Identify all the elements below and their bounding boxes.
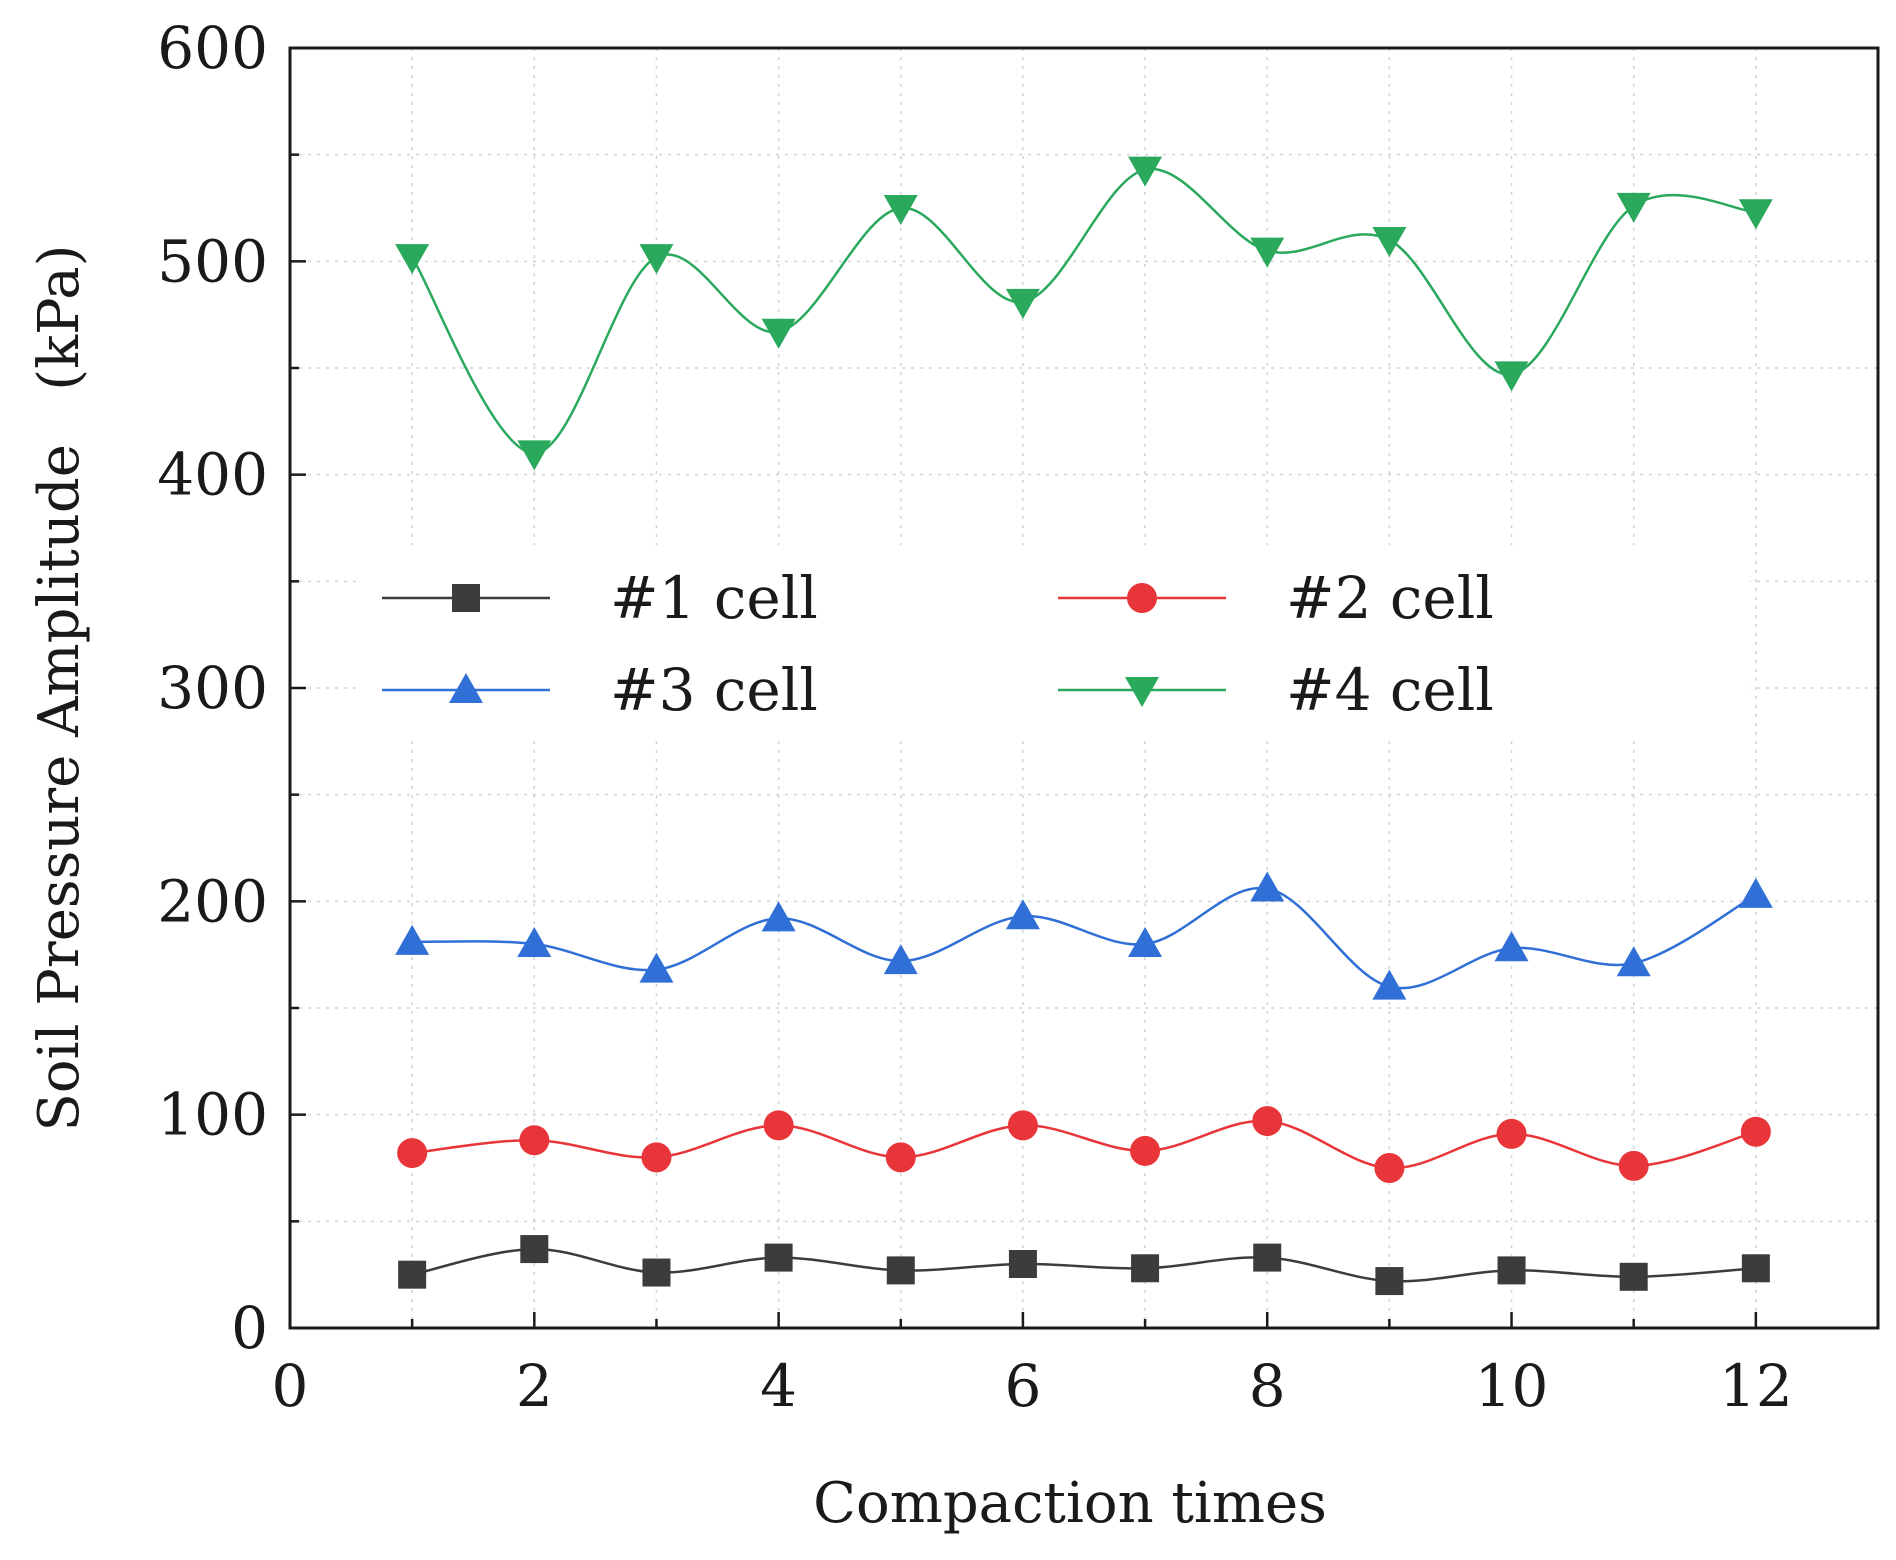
legend-label: #2 cell xyxy=(1286,564,1494,632)
data-point xyxy=(1005,288,1040,319)
y-axis-title: Soil Pressure Amplitude (kPa) xyxy=(27,245,92,1132)
data-point xyxy=(639,952,674,983)
data-point xyxy=(642,1258,671,1287)
data-point xyxy=(1616,192,1651,223)
series-2 xyxy=(397,1106,1771,1183)
data-point xyxy=(395,244,430,275)
data-point xyxy=(1740,1116,1771,1147)
data-point xyxy=(1372,969,1407,1000)
legend-label: #1 cell xyxy=(610,564,818,632)
legend-marker xyxy=(452,584,480,612)
y-tick-label: 100 xyxy=(157,1081,268,1149)
data-point xyxy=(1252,1106,1283,1137)
data-point xyxy=(1250,237,1285,268)
x-tick-label: 8 xyxy=(1249,1352,1286,1420)
x-tick-label: 0 xyxy=(272,1352,309,1420)
y-tick-label: 200 xyxy=(157,867,268,935)
data-point xyxy=(520,1235,549,1264)
data-point xyxy=(1375,1267,1404,1296)
legend-item-3: #3 cell xyxy=(382,656,818,724)
data-point xyxy=(1738,199,1773,230)
data-point xyxy=(1741,1254,1770,1283)
data-point xyxy=(517,440,552,471)
legend-label: #4 cell xyxy=(1286,656,1494,724)
data-point xyxy=(397,1138,428,1169)
data-point xyxy=(395,924,430,955)
legend-marker xyxy=(1125,677,1159,707)
data-point xyxy=(883,944,918,975)
legend-item-1: #1 cell xyxy=(382,564,818,632)
data-point xyxy=(641,1142,672,1173)
data-point xyxy=(761,318,796,349)
x-tick-label: 6 xyxy=(1004,1352,1041,1420)
data-point xyxy=(1496,1118,1527,1149)
y-tick-label: 600 xyxy=(157,14,268,82)
data-point xyxy=(1005,899,1040,930)
data-point xyxy=(1131,1254,1160,1283)
data-point xyxy=(761,901,796,932)
data-point xyxy=(1007,1110,1038,1141)
legend-marker xyxy=(1127,583,1157,613)
data-point xyxy=(639,244,674,275)
y-tick-labels: 0 100 200 300 400 500 600 xyxy=(157,14,268,1362)
legend: #1 cell #2 cell #3 cell #4 cell xyxy=(360,545,1750,735)
data-point xyxy=(885,1142,916,1173)
y-tick-label: 0 xyxy=(231,1294,268,1362)
data-point xyxy=(1494,361,1529,392)
legend-label: #3 cell xyxy=(610,656,818,724)
series-4 xyxy=(395,156,1773,471)
y-tick-label: 500 xyxy=(157,227,268,295)
data-point xyxy=(1128,156,1163,187)
data-point xyxy=(1250,871,1285,902)
x-axis-title: Compaction times xyxy=(813,1471,1327,1536)
data-point xyxy=(763,1110,794,1141)
data-point xyxy=(1130,1135,1161,1166)
data-point xyxy=(398,1260,427,1289)
data-point xyxy=(886,1256,915,1285)
data-point xyxy=(1616,946,1651,977)
x-tick-label: 4 xyxy=(760,1352,797,1420)
x-tick-label: 10 xyxy=(1475,1352,1549,1420)
data-point xyxy=(1008,1250,1037,1278)
legend-item-4: #4 cell xyxy=(1058,656,1494,724)
legend-marker xyxy=(449,673,483,703)
y-tick-label: 300 xyxy=(157,654,268,722)
data-point xyxy=(1619,1262,1648,1291)
data-point xyxy=(1618,1150,1649,1181)
x-tick-label: 12 xyxy=(1719,1352,1793,1420)
y-tick-label: 400 xyxy=(157,441,268,509)
data-point xyxy=(519,1125,550,1156)
series-3 xyxy=(395,871,1773,1000)
series-1 xyxy=(398,1235,1770,1296)
legend-item-2: #2 cell xyxy=(1058,564,1494,632)
data-point xyxy=(1497,1256,1526,1285)
legend-box xyxy=(360,545,1750,735)
axis-ticks xyxy=(290,153,1758,1328)
data-point xyxy=(1253,1243,1282,1272)
data-point xyxy=(1372,227,1407,257)
data-point xyxy=(883,195,918,225)
data-point xyxy=(1374,1153,1405,1183)
data-point xyxy=(517,927,552,957)
data-point xyxy=(764,1243,793,1272)
data-point xyxy=(1494,931,1529,962)
data-point xyxy=(1738,877,1773,908)
series-layer xyxy=(395,156,1773,1296)
x-tick-label: 2 xyxy=(516,1352,553,1420)
x-tick-labels: 0 2 4 6 8 10 12 xyxy=(272,1352,1793,1420)
data-point xyxy=(1128,927,1163,957)
